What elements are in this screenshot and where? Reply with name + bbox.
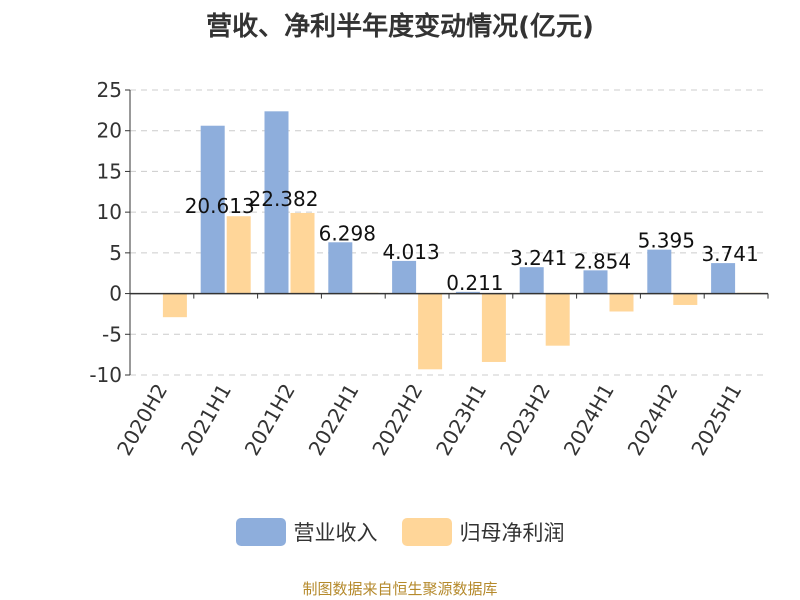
data-label: 6.298: [319, 221, 376, 245]
bar-revenue: [392, 260, 417, 294]
bar-profit: [162, 293, 187, 318]
legend-item-profit[interactable]: 归母净利润: [401, 517, 565, 547]
data-label: 3.241: [510, 246, 567, 270]
data-label: 20.613: [185, 194, 255, 218]
bar-revenue: [200, 125, 225, 294]
x-tick-label: 2023H2: [495, 380, 555, 460]
bar-revenue: [328, 242, 353, 294]
x-tick-label: 2025H1: [686, 380, 746, 460]
bars: [162, 111, 762, 370]
x-tick-label: 2020H2: [112, 380, 172, 460]
bar-profit: [418, 293, 443, 370]
chart-title: 营收、净利半年度变动情况(亿元): [206, 12, 594, 42]
bar-revenue: [264, 111, 289, 294]
data-label: 3.741: [701, 242, 758, 266]
bar-profit: [673, 293, 698, 305]
legend-swatch-profit: [401, 518, 452, 546]
x-tick-label: 2023H1: [431, 380, 491, 460]
y-tick-label: 25: [97, 78, 122, 102]
y-tick-label: 20: [97, 119, 122, 143]
data-label: 22.382: [249, 187, 319, 211]
x-tick-label: 2022H1: [304, 380, 364, 460]
x-tick-label: 2024H1: [559, 380, 619, 460]
y-tick-label: 5: [109, 241, 122, 265]
y-tick-label: 10: [97, 200, 122, 224]
bar-profit: [481, 293, 506, 362]
y-tick-label: 15: [97, 159, 122, 183]
bar-profit: [226, 216, 251, 294]
bar-revenue: [711, 263, 736, 294]
data-label: 2.854: [574, 249, 631, 273]
x-tick-label: 2022H2: [367, 380, 427, 460]
legend: 营业收入 归母净利润: [0, 517, 800, 547]
data-label: 4.013: [382, 240, 439, 264]
legend-item-revenue[interactable]: 营业收入: [235, 517, 378, 547]
bar-revenue: [455, 291, 480, 294]
legend-label-profit: 归母净利润: [459, 521, 565, 545]
source-note: 制图数据来自恒生聚源数据库: [302, 580, 498, 598]
legend-swatch-revenue: [235, 518, 286, 546]
data-label: 5.395: [638, 229, 695, 253]
data-label: 0.211: [446, 271, 503, 295]
legend-label-revenue: 营业收入: [293, 521, 378, 545]
bar-revenue: [583, 270, 608, 294]
x-tick-label: 2024H2: [623, 380, 683, 460]
y-tick-label: -5: [102, 322, 122, 346]
x-tick-label: 2021H1: [176, 380, 236, 460]
y-tick-label: 0: [109, 282, 122, 306]
bar-profit: [290, 212, 315, 294]
bar-profit: [609, 293, 634, 312]
bar-revenue: [647, 249, 672, 294]
y-tick-label: -10: [89, 363, 122, 387]
bar-revenue: [519, 267, 544, 294]
x-tick-label: 2021H2: [240, 380, 300, 460]
bar-profit: [545, 293, 570, 346]
